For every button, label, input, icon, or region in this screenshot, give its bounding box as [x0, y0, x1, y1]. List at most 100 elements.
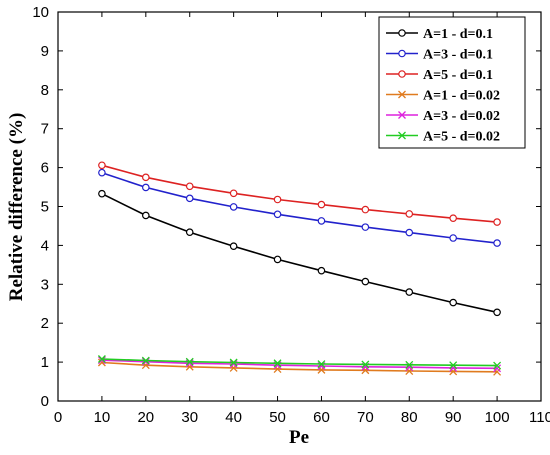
data-point [229, 189, 238, 198]
series-layer [97, 161, 502, 376]
legend-item: A=3 - d=0.1 [386, 48, 493, 63]
legend-label: A=1 - d=0.1 [423, 27, 493, 42]
legend-label: A=5 - d=0.02 [423, 130, 500, 145]
series-line [101, 361, 498, 373]
data-point [229, 203, 238, 211]
data-point [317, 217, 326, 225]
x-tick-label: 60 [313, 409, 330, 426]
x-axis-title: Pe [289, 427, 309, 448]
data-point [142, 211, 150, 220]
legend-marker [398, 29, 406, 37]
series-2 [98, 168, 501, 247]
data-point [405, 360, 414, 369]
data-point [317, 266, 326, 275]
data-point [141, 357, 150, 366]
data-point [361, 360, 370, 369]
y-tick-label: 5 [41, 199, 49, 216]
x-tick-label: 40 [225, 409, 242, 426]
data-point [361, 366, 370, 375]
data-point [142, 173, 150, 182]
x-tick-label: 110 [529, 409, 550, 426]
legend-marker [398, 131, 406, 140]
data-point [449, 367, 458, 376]
legend-label: A=3 - d=0.02 [423, 109, 500, 124]
axis-ticks: 0 10 20 30 40 50 60 70 80 90 100 110 0 1 2 3 4 5 6 7 8 9 10 [32, 4, 550, 426]
series-line [101, 171, 498, 244]
series-line [101, 192, 498, 314]
x-tick-label: 30 [181, 409, 198, 426]
legend-item: A=3 - d=0.02 [386, 109, 500, 124]
x-tick-label: 90 [445, 409, 462, 426]
data-point [493, 308, 501, 317]
data-point [449, 234, 457, 242]
legend-marker [398, 49, 406, 58]
legend-item: A=5 - d=0.02 [386, 130, 500, 145]
y-tick-label: 1 [41, 354, 49, 371]
data-point [273, 210, 282, 219]
x-tick-label: 20 [137, 409, 154, 426]
legend-item: A=1 - d=0.02 [386, 89, 500, 104]
data-point [142, 183, 150, 192]
series-line [101, 358, 498, 367]
series-4 [97, 358, 502, 376]
y-tick-label: 9 [41, 43, 49, 60]
data-point [405, 210, 414, 218]
data-point [317, 360, 326, 369]
x-tick-label: 0 [54, 409, 62, 426]
legend-marker [398, 70, 406, 78]
y-tick-label: 7 [41, 121, 49, 138]
y-tick-label: 2 [41, 315, 49, 332]
legend-marker [398, 90, 406, 99]
data-point [361, 205, 370, 214]
legend-label: A=3 - d=0.1 [423, 48, 493, 63]
data-point [449, 361, 458, 370]
y-axis-title: Relative difference (%) [6, 113, 27, 302]
data-point [97, 356, 106, 365]
data-point [141, 356, 150, 365]
y-tick-label: 4 [41, 237, 49, 254]
x-tick-label: 100 [485, 409, 510, 426]
x-tick-label: 50 [269, 409, 286, 426]
x-tick-label: 80 [401, 409, 418, 426]
data-point [98, 189, 106, 198]
series-3 [98, 161, 501, 226]
data-point [273, 195, 282, 204]
legend-marker [398, 111, 406, 119]
data-point [405, 288, 414, 296]
data-point [229, 242, 238, 250]
data-point [361, 277, 370, 286]
series-line [101, 359, 498, 370]
data-point [98, 161, 106, 170]
data-point [185, 194, 194, 203]
data-point [273, 359, 282, 368]
y-tick-label: 3 [41, 276, 49, 293]
data-point [361, 223, 370, 231]
data-point [185, 357, 194, 366]
data-point [317, 200, 326, 209]
data-point [493, 239, 501, 247]
data-point [449, 298, 457, 307]
data-point [185, 228, 194, 236]
series-6 [97, 355, 502, 370]
data-point [273, 255, 282, 264]
data-point [493, 218, 501, 226]
data-point [405, 228, 414, 237]
data-point [97, 355, 106, 363]
legend-label: A=1 - d=0.02 [423, 89, 500, 104]
y-tick-label: 0 [41, 393, 49, 410]
data-point [493, 361, 502, 370]
legend-label: A=5 - d=0.1 [423, 68, 493, 83]
legend-box [378, 16, 526, 149]
y-tick-label: 6 [41, 160, 49, 177]
data-point [229, 358, 238, 367]
legend-item: A=5 - d=0.1 [386, 68, 493, 83]
y-tick-label: 10 [32, 4, 49, 21]
x-tick-label: 10 [94, 409, 111, 426]
x-tick-label: 70 [357, 409, 374, 426]
data-point [98, 168, 106, 177]
data-point [493, 367, 502, 376]
series-1 [98, 189, 501, 317]
legend: A=1 - d=0.1 A=3 - d=0.1 A=5 - d=0.1 A=1 - d… [378, 16, 526, 149]
y-tick-label: 8 [41, 82, 49, 99]
